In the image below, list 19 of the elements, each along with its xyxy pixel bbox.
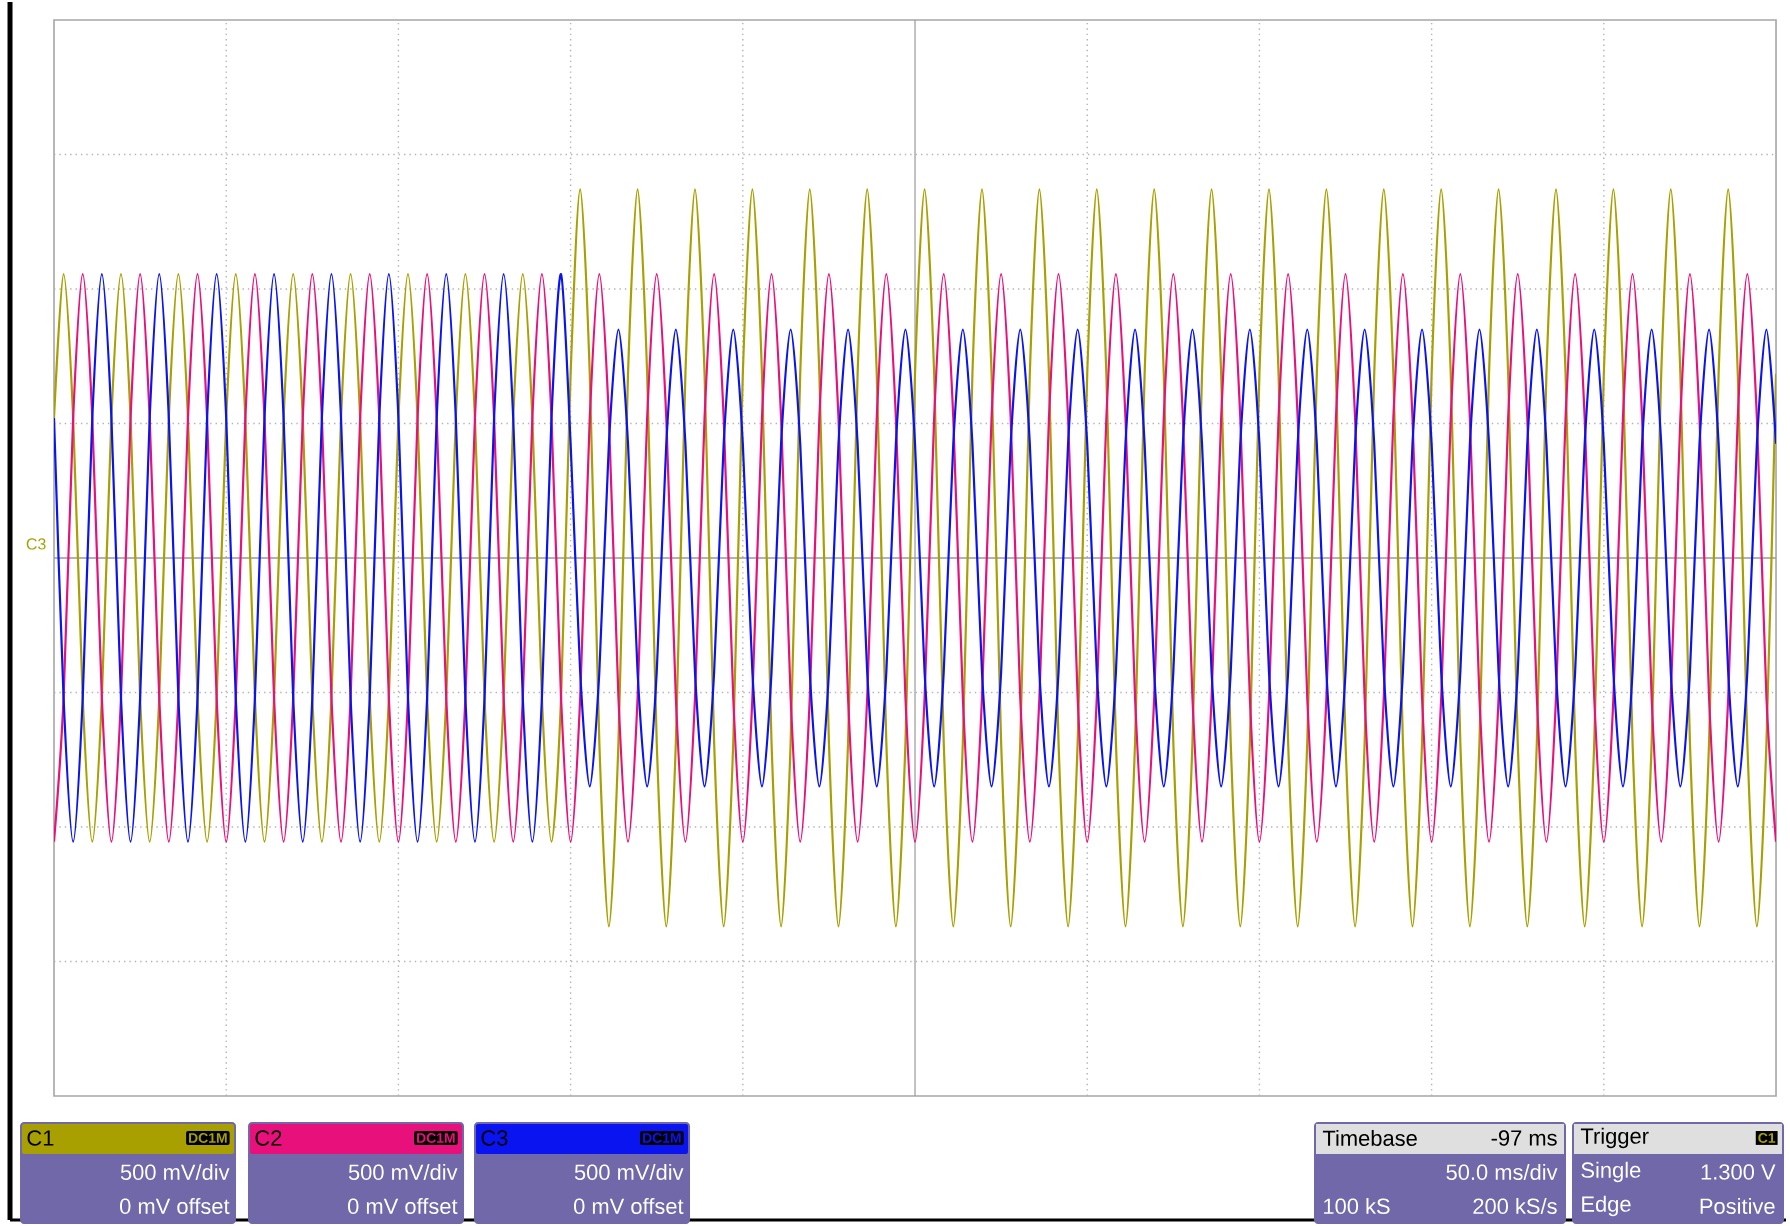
text: 1.300 V — [1701, 1164, 1776, 1180]
text: C3 — [481, 1130, 508, 1146]
text: C2 — [255, 1130, 282, 1146]
text: 500 mV/div — [574, 1163, 684, 1181]
text: Trigger — [1580, 1127, 1649, 1149]
text: 500 mV/div — [120, 1163, 230, 1181]
text: Single — [1581, 1161, 1641, 1183]
text: 0 mV offset — [574, 1197, 684, 1215]
text: -97 ms — [1491, 1130, 1557, 1146]
text: C1 — [27, 1130, 54, 1146]
text: Positive — [1700, 1197, 1775, 1215]
text: 0 mV offset — [120, 1197, 230, 1215]
text: 200 kS/s — [1473, 1197, 1557, 1215]
text: 500 mV/div — [348, 1163, 458, 1181]
text: 0 mV offset — [348, 1197, 458, 1215]
text: Timebase — [1322, 1129, 1417, 1147]
text: 100 kS — [1324, 1197, 1390, 1215]
text: 50.0 ms/div — [1446, 1163, 1558, 1181]
text: Edge — [1582, 1195, 1631, 1217]
